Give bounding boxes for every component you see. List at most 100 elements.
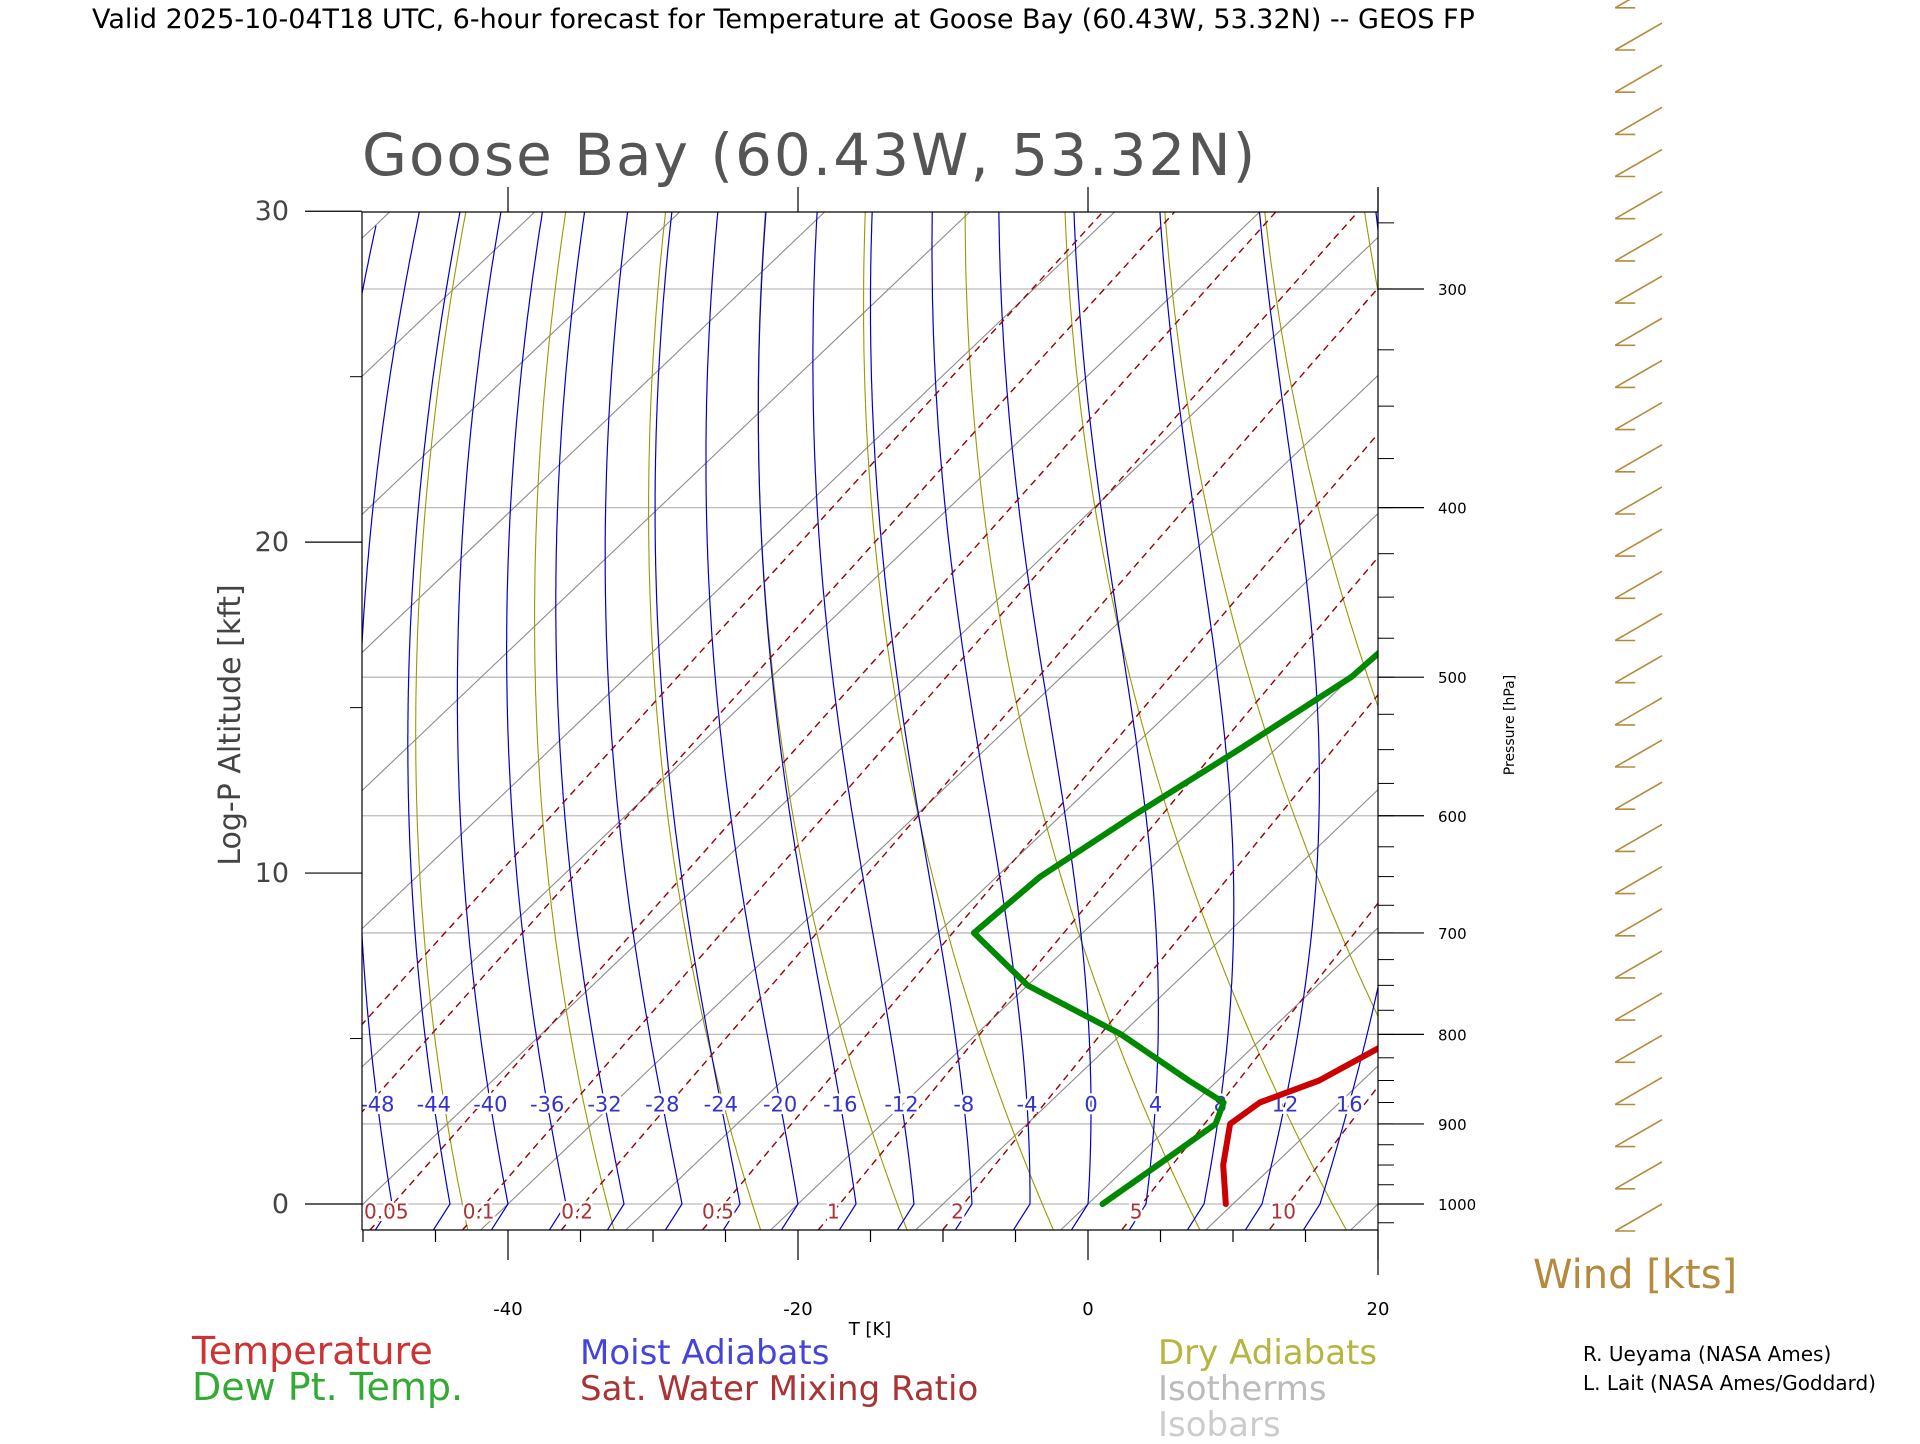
dry-adiabat-line — [1677, 0, 1920, 1248]
wind-barb-staff — [1615, 107, 1662, 134]
wind-barb-staff — [1615, 571, 1662, 598]
dry-adiabat-line — [1508, 0, 1920, 1248]
moist-adiabat-label: -20 — [763, 1093, 797, 1117]
wind-barb-staff — [1615, 150, 1662, 177]
wind-barb-staff — [1615, 65, 1662, 92]
wind-barb — [1615, 445, 1662, 472]
wind-barb — [1615, 192, 1662, 219]
moist-adiabat-line — [408, 132, 477, 1241]
temperature-profile — [1223, 0, 1920, 1204]
mixing-ratio-label: 1 — [827, 1200, 840, 1224]
dry-adiabat-line — [1593, 0, 1920, 1248]
wind-barb-staff — [1615, 360, 1662, 387]
wind-barb — [1615, 276, 1662, 303]
left-axis-tick-label: 0 — [272, 1189, 289, 1220]
legend-moist-adiabats: Moist Adiabats — [580, 1333, 829, 1373]
wind-barb — [1615, 740, 1662, 767]
moist-adiabat-label: -44 — [417, 1093, 451, 1117]
isotherm-line — [1622, 0, 1920, 1248]
left-axis-tick-label: 20 — [255, 527, 289, 558]
moist-adiabat-label: -24 — [704, 1093, 738, 1117]
wind-barb — [1615, 150, 1662, 177]
moist-adiabat-label: -40 — [473, 1093, 507, 1117]
mixing-ratio-label: 0.5 — [702, 1200, 734, 1224]
dry-adiabat-line — [1761, 0, 1920, 1248]
wind-barb — [1615, 1204, 1662, 1231]
moist-adiabat-label: -48 — [360, 1093, 394, 1117]
wind-barb-staff — [1615, 192, 1662, 219]
wind-barb — [1615, 951, 1662, 978]
left-axis-tick-label: 30 — [255, 196, 289, 227]
mixing-ratio-label: 2 — [951, 1200, 964, 1224]
wind-barb — [1615, 65, 1662, 92]
bottom-axis-tick-label: -40 — [493, 1299, 522, 1320]
wind-barb — [1615, 614, 1662, 641]
mixing-ratio-label: 5 — [1130, 1200, 1143, 1224]
wind-barb — [1615, 0, 1662, 8]
moist-adiabat-label: -16 — [823, 1093, 857, 1117]
y-axis-label-left: Log-P Altitude [kft] — [213, 584, 248, 865]
right-axis-tick-label: 800 — [1438, 1026, 1467, 1044]
right-axis-tick-label: 500 — [1438, 669, 1467, 687]
wind-barb-staff — [1615, 909, 1662, 936]
dry-adiabat-line — [1424, 0, 1920, 1248]
wind-barb — [1615, 107, 1662, 134]
wind-barb-staff — [1615, 1035, 1662, 1062]
right-axis-tick-label: 600 — [1438, 808, 1467, 826]
wind-barb-staff — [1615, 529, 1662, 556]
credit-line-2: L. Lait (NASA Ames/Goddard) — [1583, 1371, 1876, 1395]
bottom-axis-tick-label: -20 — [783, 1299, 812, 1320]
wind-barb-staff — [1615, 1120, 1662, 1147]
moist-adiabat-label: 0 — [1084, 1093, 1097, 1117]
legend-dewpoint: Dew Pt. Temp. — [192, 1365, 463, 1409]
wind-barb-staff — [1615, 318, 1662, 345]
wind-barb-staff — [1615, 23, 1662, 50]
wind-barb — [1615, 1120, 1662, 1147]
moist-adiabat-label: 16 — [1336, 1093, 1363, 1117]
moist-adiabat-line — [1296, 0, 1417, 1241]
dry-adiabat-line — [1338, 0, 1799, 1248]
mixing-ratio-line — [1583, 0, 1920, 1248]
legend-mixing-ratio: Sat. Water Mixing Ratio — [580, 1369, 978, 1409]
wind-barb — [1615, 23, 1662, 50]
wind-barb-staff — [1615, 445, 1662, 472]
wind-barb-staff — [1615, 234, 1662, 261]
moist-adiabat-line — [307, 226, 376, 1242]
wind-barb-staff — [1615, 951, 1662, 978]
wind-barb-staff — [1615, 1204, 1662, 1231]
right-axis-tick-label: 700 — [1438, 925, 1467, 943]
wind-barb-staff — [1615, 403, 1662, 430]
moist-adiabat-label: -4 — [1017, 1093, 1038, 1117]
wind-barb-staff — [1615, 487, 1662, 514]
wind-barb-staff — [1615, 0, 1662, 8]
valid-title: Valid 2025-10-04T18 UTC, 6-hour forecast… — [92, 4, 1475, 35]
wind-barb — [1615, 1162, 1662, 1189]
isotherm-line — [1187, 0, 1920, 1248]
moist-adiabat-line — [252, 279, 323, 1241]
wind-barb-staff — [1615, 656, 1662, 683]
mixing-ratio-label: 0.05 — [364, 1200, 409, 1224]
wind-barb — [1615, 234, 1662, 261]
wind-barb — [1615, 824, 1662, 851]
x-axis-label: T [K] — [848, 1319, 892, 1340]
wind-barb-staff — [1615, 993, 1662, 1020]
wind-barb — [1615, 656, 1662, 683]
y-axis-label-right: Pressure [hPa] — [1502, 675, 1518, 775]
dry-adiabat-line — [1249, 0, 1651, 1248]
moist-adiabat-label: -8 — [953, 1093, 974, 1117]
wind-barb-staff — [1615, 1162, 1662, 1189]
mixing-ratio-label: 0.2 — [561, 1200, 593, 1224]
mixing-ratio-label: 0.1 — [463, 1200, 495, 1224]
wind-barb-staff — [1615, 867, 1662, 894]
bottom-axis-tick-label: 20 — [1367, 1299, 1390, 1320]
moist-adiabat-label: -36 — [530, 1093, 564, 1117]
wind-barb-staff — [1615, 1077, 1662, 1104]
moist-adiabat-line — [457, 87, 525, 1241]
wind-barb-staff — [1615, 824, 1662, 851]
wind-barb-staff — [1615, 698, 1662, 725]
mixing-ratio-line — [1414, 0, 1920, 1248]
right-axis-tick-label: 900 — [1438, 1116, 1467, 1134]
wind-barb-staff — [1615, 276, 1662, 303]
